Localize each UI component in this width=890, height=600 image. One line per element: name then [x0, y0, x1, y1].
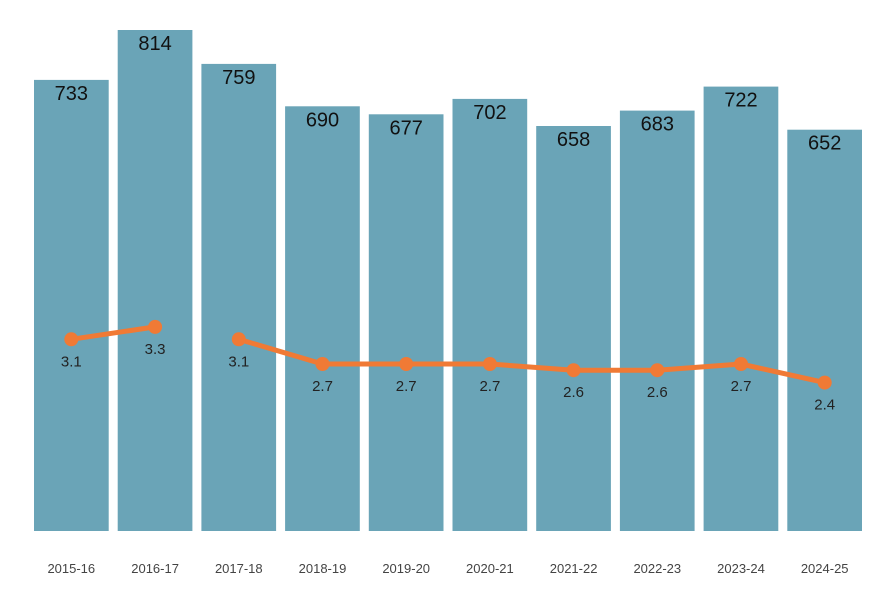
bar-value-label: 759 — [222, 67, 255, 89]
x-tick-label: 2019-20 — [382, 561, 430, 576]
x-axis: 2015-16 2016-17 2017-18 2018-19 2019-20 2020-… — [47, 561, 848, 576]
bar-2016-17 — [117, 30, 193, 531]
bar-value-label: 702 — [473, 102, 506, 124]
bar-value-label: 722 — [724, 90, 757, 112]
line-value-label: 2.7 — [731, 378, 752, 395]
line-series — [64, 319, 832, 390]
bar-2015-16 — [34, 79, 109, 532]
bar-2018-19 — [285, 106, 360, 532]
bar-value-label: 690 — [306, 109, 339, 131]
bar-value-label: 733 — [55, 83, 88, 105]
bar-2022-23 — [619, 110, 695, 531]
line-value-label: 2.7 — [396, 378, 417, 395]
line-point-2023-24 — [734, 357, 748, 371]
line-segment-2 — [236, 336, 828, 386]
line-value-label: 2.4 — [814, 397, 835, 414]
x-tick-label: 2016-17 — [131, 561, 179, 576]
bar-2023-24 — [703, 86, 779, 531]
line-value-label: 3.1 — [61, 353, 82, 370]
bar-value-label: 658 — [557, 129, 590, 151]
bar-value-labels: 733 814 759 690 677 702 658 683 722 652 — [55, 33, 842, 155]
line-segment-1 — [68, 324, 158, 342]
line-value-labels: 3.1 3.3 3.1 2.7 2.7 2.7 2.6 2.6 2.7 2.4 — [61, 341, 835, 414]
line-point-2022-23 — [650, 363, 665, 378]
line-value-label: 2.6 — [647, 384, 668, 401]
bar-value-label: 652 — [808, 133, 841, 155]
line-value-label: 2.7 — [312, 378, 333, 395]
x-tick-label: 2015-16 — [47, 561, 95, 576]
bar-value-label: 814 — [138, 33, 171, 55]
x-tick-label: 2021-22 — [550, 561, 598, 576]
line-point-2020-21 — [482, 357, 497, 371]
x-tick-label: 2024-25 — [801, 561, 849, 576]
line-value-label: 2.7 — [479, 378, 500, 395]
line-point-2016-17 — [148, 319, 163, 334]
x-tick-label: 2017-18 — [215, 561, 263, 576]
bar-value-label: 677 — [390, 117, 423, 139]
bar-2019-20 — [368, 114, 444, 532]
bar-series — [34, 30, 862, 532]
bar-value-label: 683 — [641, 114, 674, 136]
line-value-label: 3.3 — [145, 341, 166, 358]
bar-2024-25 — [787, 129, 862, 531]
x-tick-label: 2022-23 — [633, 561, 681, 576]
bar-2020-21 — [452, 98, 528, 532]
line-point-2021-22 — [566, 363, 581, 378]
bar-2021-22 — [536, 126, 611, 531]
line-value-label: 3.1 — [228, 353, 249, 370]
line-point-2017-18 — [231, 332, 246, 347]
line-value-label: 2.6 — [563, 384, 584, 401]
line-point-2019-20 — [399, 357, 414, 371]
bar-2017-18 — [201, 63, 277, 532]
x-tick-label: 2023-24 — [717, 561, 765, 576]
line-point-2018-19 — [315, 357, 330, 371]
line-point-2015-16 — [64, 332, 79, 347]
line-point-2024-25 — [817, 375, 832, 390]
x-tick-label: 2018-19 — [299, 561, 347, 576]
x-tick-label: 2020-21 — [466, 561, 514, 576]
